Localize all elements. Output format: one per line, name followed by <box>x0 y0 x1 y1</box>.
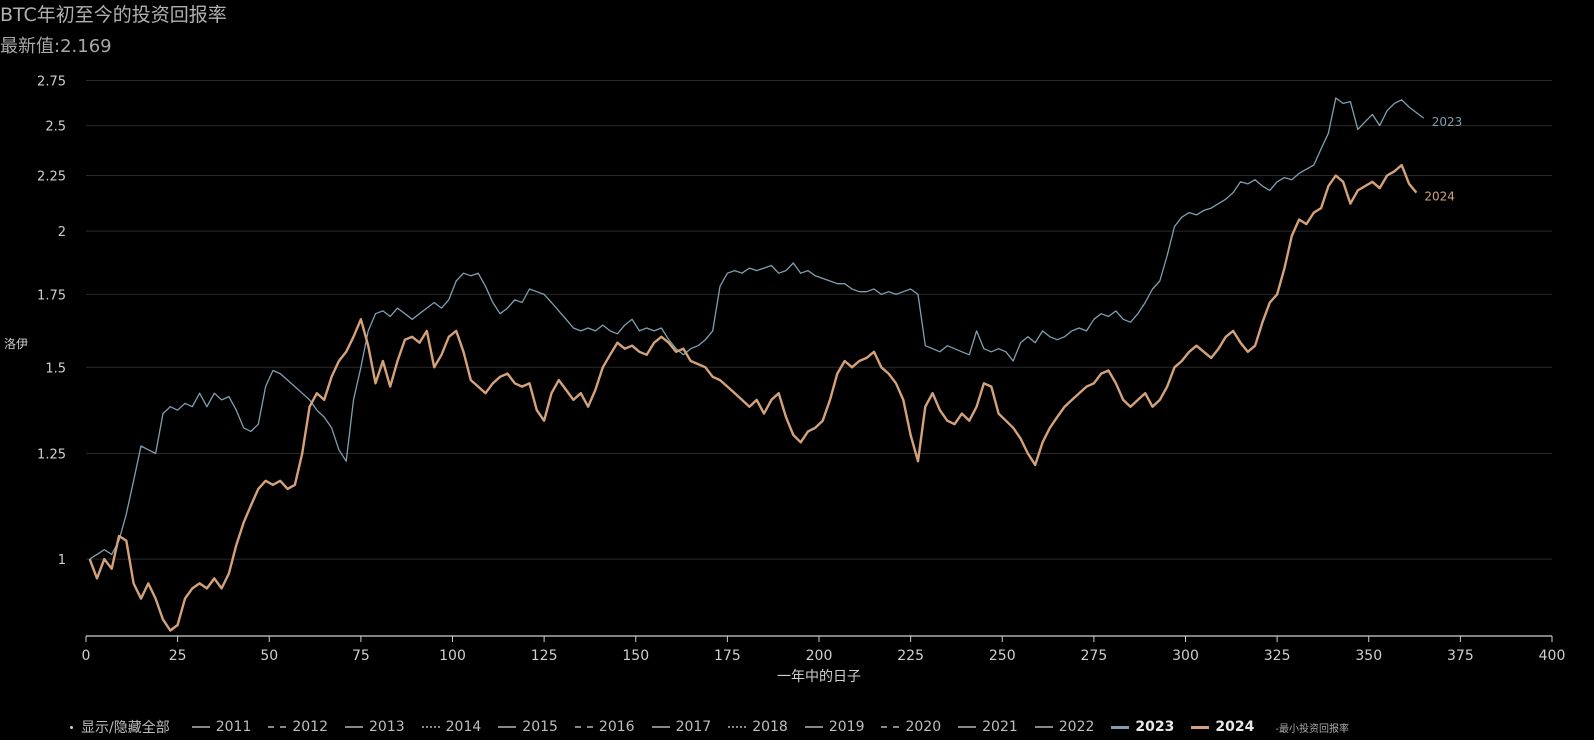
line-swatch-icon <box>421 726 440 728</box>
legend-item-2011[interactable]: 2011 <box>191 719 252 735</box>
line-swatch-icon <box>804 726 823 728</box>
legend-item-2012[interactable]: 2012 <box>268 719 328 735</box>
x-tick-label: 75 <box>352 648 370 664</box>
legend-item-label: 2016 <box>598 719 635 735</box>
legend-item-2016[interactable]: 2016 <box>574 719 635 735</box>
series-lines <box>88 97 1425 632</box>
legend-item-label: 2022 <box>1058 719 1095 735</box>
legend-item-label: 2023 <box>1135 719 1175 735</box>
legend-item-label: 2017 <box>675 719 712 735</box>
chart-area: 1 1.25 1.5 1.75 2 2.25 2.5 2.75 0 25 50 75 100 125 15… <box>4 75 1566 685</box>
series-label-2023: 2023 <box>1432 115 1463 129</box>
legend-item-2023[interactable]: 2023 <box>1111 719 1174 735</box>
legend-item-2024[interactable]: 2024 <box>1191 719 1254 735</box>
x-tick-label: 350 <box>1355 648 1382 664</box>
line-swatch-icon <box>651 726 670 728</box>
legend-items: 2011 2012 2013 2014 2015 2016 2017 2018 2019 2020… <box>191 719 1272 735</box>
legend-item-2014[interactable]: 2014 <box>421 719 482 735</box>
toggle-all-button[interactable]: 显示/隐藏全部 <box>70 717 170 737</box>
line-swatch-icon <box>268 726 287 728</box>
bullet-icon <box>70 725 73 729</box>
legend-item-2019[interactable]: 2019 <box>804 719 865 735</box>
y-tick-label: 2.5 <box>45 120 66 135</box>
line-swatch-icon <box>1034 726 1053 728</box>
x-tick-label: 300 <box>1172 648 1199 664</box>
chart-title: BTC年初至今的投资回报率 <box>0 4 227 26</box>
x-tick-label: 375 <box>1447 648 1474 664</box>
y-tick-label: 2 <box>58 225 66 240</box>
x-tick-label: 250 <box>989 648 1016 664</box>
line-swatch-icon <box>1191 725 1210 729</box>
toggle-all-label: 显示/隐藏全部 <box>81 720 170 736</box>
x-tick-label: 100 <box>439 648 466 664</box>
series-line-2024[interactable] <box>88 163 1418 632</box>
legend-item-label: 2020 <box>905 719 942 735</box>
min-roi-note[interactable]: -最小投资回报率 <box>1275 723 1349 735</box>
line-swatch-icon <box>728 726 747 728</box>
series-end-labels: 2023 2024 <box>1424 115 1462 203</box>
y-axis-label: 洛伊 <box>4 336 28 351</box>
legend-item-2018[interactable]: 2018 <box>728 719 788 735</box>
line-swatch-icon <box>574 726 593 728</box>
legend-item-2021[interactable]: 2021 <box>958 719 1018 735</box>
x-tick-label: 275 <box>1081 648 1108 664</box>
x-tick-label: 325 <box>1264 648 1291 664</box>
legend-item-label: 2021 <box>982 719 1018 735</box>
legend-item-2015[interactable]: 2015 <box>498 719 558 735</box>
grid-lines <box>86 80 1552 560</box>
x-tick-label: 50 <box>260 648 278 664</box>
x-tick-label: 175 <box>714 648 741 664</box>
line-swatch-icon <box>191 726 210 728</box>
x-tick-label: 25 <box>169 648 187 664</box>
y-tick-label: 2.75 <box>37 75 66 90</box>
legend-item-2017[interactable]: 2017 <box>651 719 712 735</box>
line-swatch-icon <box>498 726 517 728</box>
legend-item-2020[interactable]: 2020 <box>881 719 941 735</box>
y-tick-label: 1 <box>58 553 66 568</box>
legend-item-label: 2018 <box>752 719 788 735</box>
series-label-2024: 2024 <box>1424 190 1455 204</box>
line-swatch-icon <box>958 726 977 728</box>
y-tick-label: 1.25 <box>37 448 66 463</box>
x-tick-label: 225 <box>897 648 924 664</box>
legend-item-label: 2019 <box>828 719 865 735</box>
legend-item-label: 2014 <box>445 719 482 735</box>
y-tick-label: 1.75 <box>37 288 66 303</box>
line-swatch-icon <box>1111 725 1130 729</box>
line-swatch-icon <box>881 726 900 728</box>
legend-item-label: 2012 <box>292 719 328 735</box>
y-tick-label: 1.5 <box>45 361 66 376</box>
x-tick-label: 125 <box>531 648 558 664</box>
legend-item-label: 2024 <box>1215 719 1255 735</box>
x-tick-label: 400 <box>1539 648 1566 664</box>
x-tick-label: 0 <box>82 648 91 664</box>
x-tick-label: 200 <box>806 648 833 664</box>
x-tick-label: 150 <box>622 648 649 664</box>
series-line-2023[interactable] <box>89 97 1425 560</box>
legend-item-label: 2015 <box>522 719 558 735</box>
x-axis-label: 一年中的日子 <box>777 669 861 685</box>
legend-item-label: 2013 <box>369 719 405 735</box>
line-swatch-icon <box>345 726 363 728</box>
y-axis-ticks: 1 1.25 1.5 1.75 2 2.25 2.5 2.75 <box>37 75 66 569</box>
legend-item-label: 2011 <box>215 719 252 735</box>
legend-item-2022[interactable]: 2022 <box>1034 719 1095 735</box>
legend: 显示/隐藏全部 2011 2012 2013 2014 2015 2016 2017 2018… <box>70 716 1349 738</box>
latest-value: 最新值:2.169 <box>0 36 112 57</box>
legend-item-2013[interactable]: 2013 <box>345 719 405 735</box>
x-axis-ticks: 0 25 50 75 100 125 150 175 200 225 250 275 300 325 350… <box>82 636 1566 664</box>
y-tick-label: 2.25 <box>37 169 66 184</box>
